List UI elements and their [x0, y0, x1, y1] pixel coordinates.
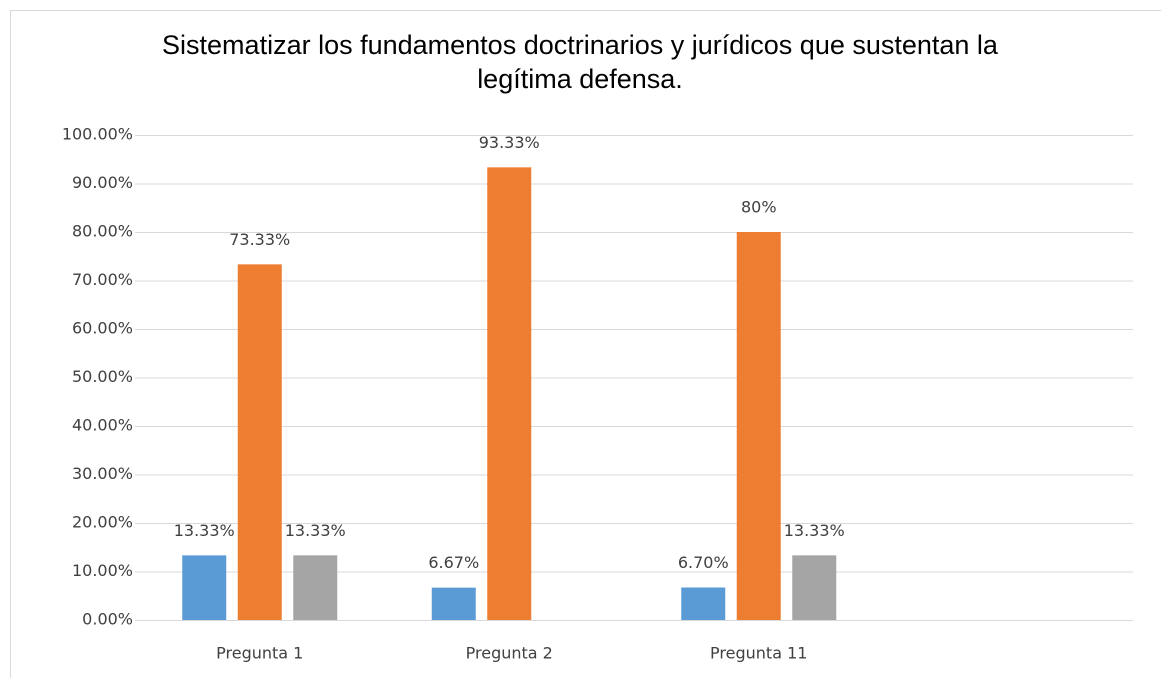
x-tick-label: Pregunta 2: [466, 644, 553, 663]
data-label: 93.33%: [479, 133, 540, 152]
data-label: 6.67%: [428, 553, 479, 572]
x-tick-label: Pregunta 11: [710, 644, 807, 663]
data-label: 13.33%: [174, 521, 235, 540]
bar: [431, 587, 476, 620]
bar: [293, 555, 338, 620]
chart-border: [10, 10, 1161, 678]
x-tick-label: Pregunta 1: [216, 644, 303, 663]
data-label: 13.33%: [285, 521, 346, 540]
y-tick-label: 70.00%: [72, 270, 133, 289]
y-tick-label: 10.00%: [72, 561, 133, 580]
bar: [736, 232, 781, 620]
y-tick-label: 50.00%: [72, 367, 133, 386]
y-tick-label: 60.00%: [72, 319, 133, 338]
y-tick-label: 80.00%: [72, 222, 133, 241]
data-label: 80%: [741, 198, 777, 217]
bar: [681, 587, 726, 620]
y-tick-label: 30.00%: [72, 464, 133, 483]
bar: [237, 264, 282, 620]
bar: [182, 555, 227, 620]
y-tick-label: 0.00%: [82, 610, 133, 629]
y-tick-label: 40.00%: [72, 416, 133, 435]
bar: [792, 555, 837, 620]
data-label: 6.70%: [678, 553, 729, 572]
bar: [487, 167, 532, 621]
data-label: 13.33%: [784, 521, 845, 540]
y-tick-label: 90.00%: [72, 173, 133, 192]
y-tick-label: 20.00%: [72, 513, 133, 532]
chart-title: Sistematizar los fundamentos doctrinario…: [162, 30, 998, 94]
data-label: 73.33%: [229, 230, 290, 249]
y-tick-label: 100.00%: [62, 125, 133, 144]
